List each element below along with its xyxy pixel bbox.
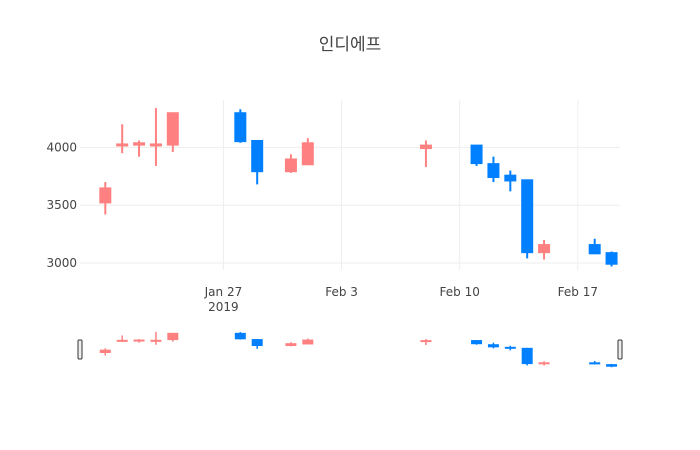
- candle[interactable]: [251, 139, 264, 185]
- candle-body: [234, 112, 247, 143]
- candle[interactable]: [99, 182, 112, 215]
- rangeslider-candle-body: [234, 332, 246, 340]
- x-tick-sublabel: 2019: [208, 300, 239, 314]
- candle[interactable]: [166, 112, 179, 153]
- rangeslider-candle-body: [302, 339, 314, 345]
- candle[interactable]: [116, 124, 129, 154]
- candle-body: [149, 143, 162, 147]
- rangeslider-candle-body: [487, 344, 499, 348]
- candle[interactable]: [234, 109, 247, 143]
- rangeslider-candle-body: [99, 349, 111, 354]
- candle-body: [166, 112, 179, 146]
- rangeslider-candle-body: [116, 339, 128, 342]
- candle[interactable]: [605, 251, 618, 267]
- candle[interactable]: [301, 138, 314, 166]
- y-tick-label: 4000: [46, 140, 77, 154]
- candle-body: [99, 187, 112, 204]
- candle-body: [487, 163, 500, 178]
- candle[interactable]: [470, 144, 483, 166]
- candle-body: [251, 139, 264, 173]
- candle[interactable]: [419, 140, 432, 168]
- x-tick-label: Feb 17: [558, 285, 598, 299]
- rangeslider-candle-body: [504, 346, 516, 349]
- candle[interactable]: [487, 156, 500, 183]
- candle-body: [605, 252, 618, 265]
- candle[interactable]: [538, 239, 551, 260]
- y-tick-label: 3000: [46, 256, 77, 270]
- rangeslider-candle-body: [589, 362, 601, 365]
- x-tick-label: Jan 27: [204, 285, 243, 299]
- rangeslider-candle-body: [420, 340, 432, 343]
- rangeslider-candle-body: [521, 347, 533, 365]
- candle-body: [504, 174, 517, 182]
- candle[interactable]: [521, 179, 534, 259]
- candle-body: [419, 144, 432, 150]
- candle[interactable]: [149, 108, 162, 166]
- candle-body: [470, 144, 483, 165]
- rangeslider-candle-body: [150, 339, 162, 342]
- candle-body: [116, 143, 129, 147]
- candle-body: [588, 244, 601, 255]
- rangeslider-left-handle[interactable]: [77, 339, 83, 360]
- rangeslider-candle-body: [471, 340, 483, 345]
- rangeslider-candle-body: [133, 339, 145, 342]
- candle[interactable]: [504, 170, 517, 192]
- rangeslider-bg: [80, 330, 620, 368]
- candle-body: [284, 158, 297, 173]
- y-tick-label: 3500: [46, 198, 77, 212]
- candle-body: [133, 142, 146, 146]
- candle[interactable]: [588, 238, 601, 255]
- rangeslider-right-handle[interactable]: [617, 339, 623, 360]
- candle-body: [301, 142, 314, 166]
- candle-body: [521, 179, 534, 254]
- chart-title: 인디에프: [319, 35, 382, 55]
- candle[interactable]: [133, 140, 146, 157]
- rangeslider-candle-body: [538, 362, 550, 365]
- candles-main[interactable]: [99, 108, 618, 267]
- rangeslider-candle-body: [251, 339, 263, 347]
- y-axis-ticks: 3000 3500 4000: [46, 140, 77, 270]
- range-slider[interactable]: [77, 330, 623, 368]
- rangeslider-candle-body: [167, 332, 179, 341]
- x-tick-label: Feb 3: [325, 285, 358, 299]
- candle[interactable]: [284, 154, 297, 173]
- rangeslider-candle-body: [606, 364, 618, 367]
- x-tick-label: Feb 10: [440, 285, 480, 299]
- candle-body: [538, 244, 551, 254]
- rangeslider-candle-body: [285, 343, 297, 347]
